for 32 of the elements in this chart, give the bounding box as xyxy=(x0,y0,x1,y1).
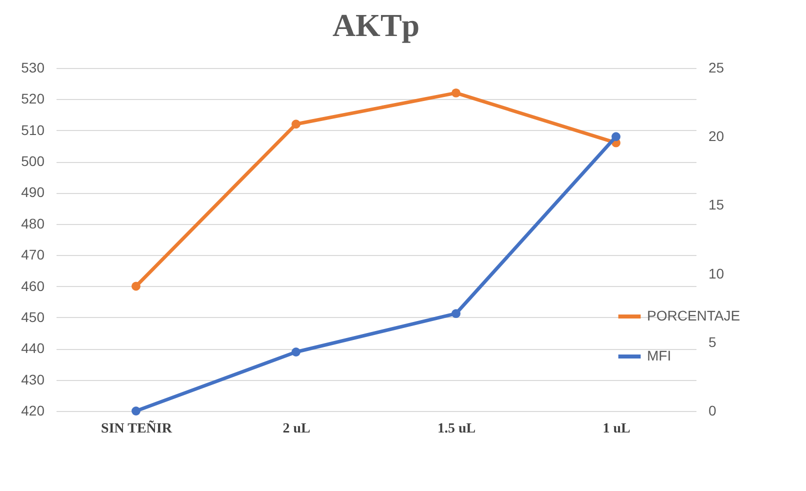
x-tick-label: SIN TEÑIR xyxy=(101,420,173,436)
y-tick-label: 450 xyxy=(21,308,45,325)
y-tick-label: 430 xyxy=(21,371,45,388)
legend-label: MFI xyxy=(647,348,672,364)
y2-tick-label: 20 xyxy=(708,128,724,144)
point xyxy=(452,309,460,318)
point xyxy=(612,132,620,142)
y-tick-label: 480 xyxy=(21,215,45,232)
point xyxy=(292,120,300,129)
y-tick-label: 420 xyxy=(21,402,45,418)
x-tick-label: 1 uL xyxy=(602,422,630,436)
x-tick-label: 1.5 uL xyxy=(437,422,476,436)
y-tick-label: 440 xyxy=(21,340,45,356)
y-tick-label: 500 xyxy=(21,153,45,170)
y2-tick-label: 10 xyxy=(708,265,724,282)
y-tick-label: 520 xyxy=(21,90,45,107)
y-tick-label: 530 xyxy=(21,60,45,76)
y-tick-label: 470 xyxy=(21,246,45,263)
y-tick-label: 460 xyxy=(21,278,45,294)
y2-tick-label: 15 xyxy=(708,196,724,213)
chart-title: AKTp xyxy=(332,7,420,43)
y2-tick-label: 25 xyxy=(708,60,724,76)
point xyxy=(292,348,300,356)
y2-tick-label: 0 xyxy=(708,402,716,418)
y2-tick-label: 5 xyxy=(708,334,716,350)
x-tick-label: 2 uL xyxy=(282,422,310,436)
y-tick-label: 510 xyxy=(21,122,45,138)
point xyxy=(452,88,460,98)
point xyxy=(132,406,140,416)
legend-label: PORCENTAJE xyxy=(647,308,740,324)
y-tick-label: 490 xyxy=(21,184,45,200)
point xyxy=(132,282,140,291)
